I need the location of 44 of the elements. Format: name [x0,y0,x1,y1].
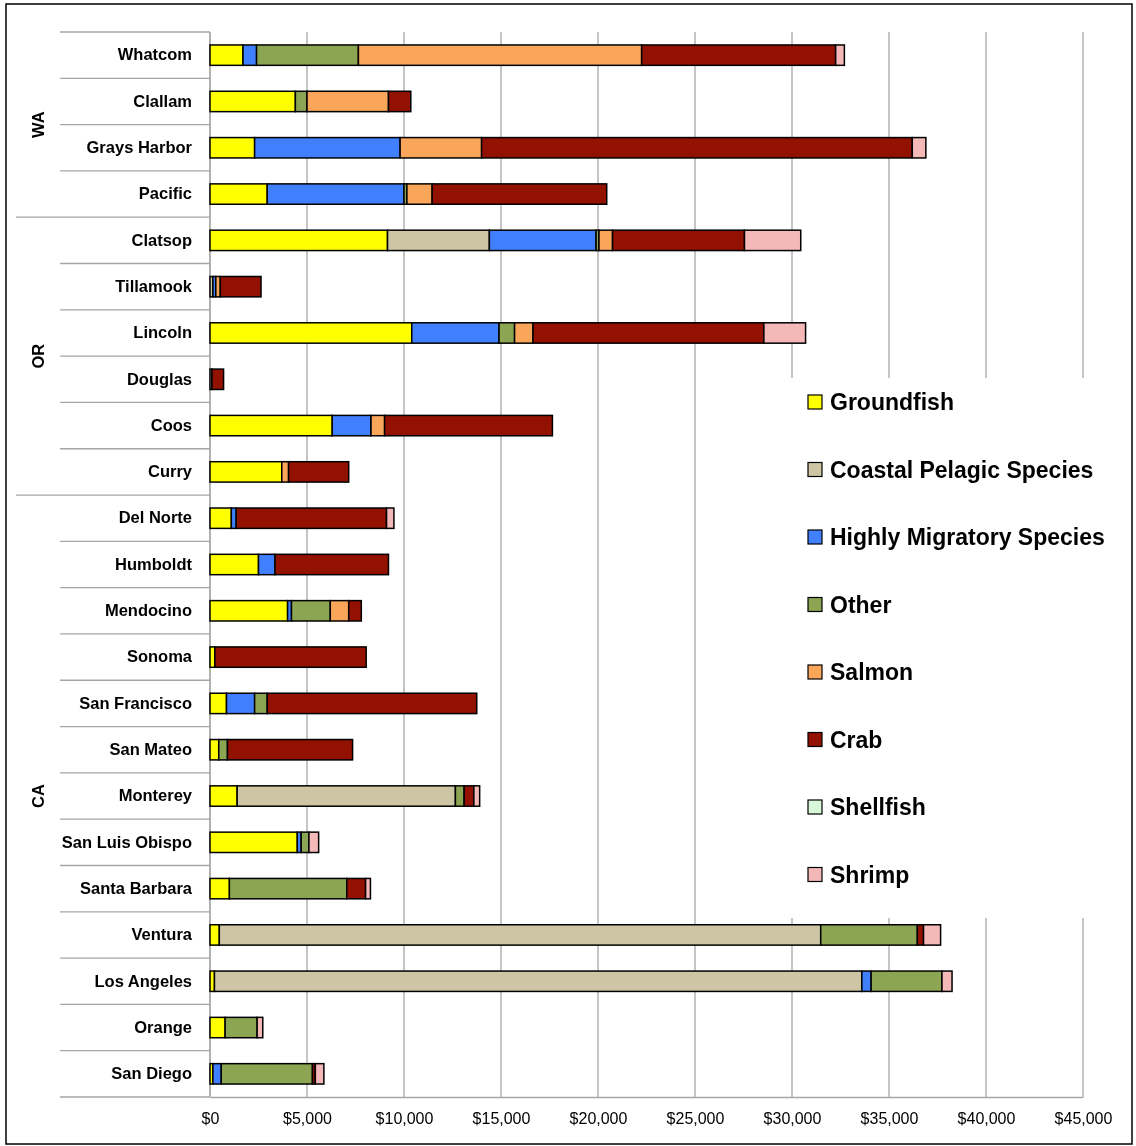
y-tick-label: San Francisco [79,693,192,712]
x-tick-label: $30,000 [763,1110,822,1128]
x-tick-label: $25,000 [666,1110,725,1128]
text: WA [28,111,47,138]
legend-label: Other [830,591,892,618]
y-tick-label: Del Norte [118,508,192,527]
x-tick-label: $45,000 [1054,1110,1113,1128]
x-tick-label: $40,000 [957,1110,1016,1128]
y-tick-label: Lincoln [133,323,192,342]
y-tick-label: Pacific [138,184,192,203]
y-tick-label: Los Angeles [94,971,192,990]
y-tick-label: Whatcom [117,45,192,64]
x-tick-label: $20,000 [569,1110,628,1128]
legend-label: Crab [830,726,883,753]
legend-label: Salmon [830,659,914,686]
y-tick-label: Coos [150,415,192,434]
y-tick-label: Sonoma [126,647,193,666]
x-tick-label: $10,000 [375,1110,434,1128]
y-tick-label: San Luis Obispo [61,832,192,851]
legend-label: Groundfish [830,389,954,416]
legend-label: Shrimp [830,861,910,888]
x-tick-label: $15,000 [472,1110,531,1128]
y-tick-label: Orange [134,1017,192,1036]
y-tick-label: Santa Barbara [80,878,193,897]
text: CA [28,784,47,808]
text: OR [28,343,47,369]
legend-label: Coastal Pelagic Species [830,456,1094,483]
x-tick-label: $0 [201,1110,220,1128]
y-tick-label: Clatsop [131,230,192,249]
y-tick-label: Mendocino [104,601,192,620]
y-tick-label: Humboldt [115,554,193,573]
legend-label: Highly Migratory Species [830,524,1105,551]
y-tick-label: Douglas [126,369,192,388]
y-tick-label: Tillamook [115,276,193,295]
x-tick-label: $5,000 [283,1110,333,1128]
x-tick-label: $35,000 [860,1110,919,1128]
legend-label: Shellfish [830,794,926,821]
y-tick-label: San Diego [111,1064,192,1083]
y-tick-label: Grays Harbor [86,138,193,157]
y-tick-label: Clallam [133,91,192,110]
y-tick-label: San Mateo [109,740,192,758]
y-tick-label: Monterey [118,786,193,805]
y-tick-label: Curry [147,462,193,481]
y-tick-label: Ventura [131,925,193,944]
